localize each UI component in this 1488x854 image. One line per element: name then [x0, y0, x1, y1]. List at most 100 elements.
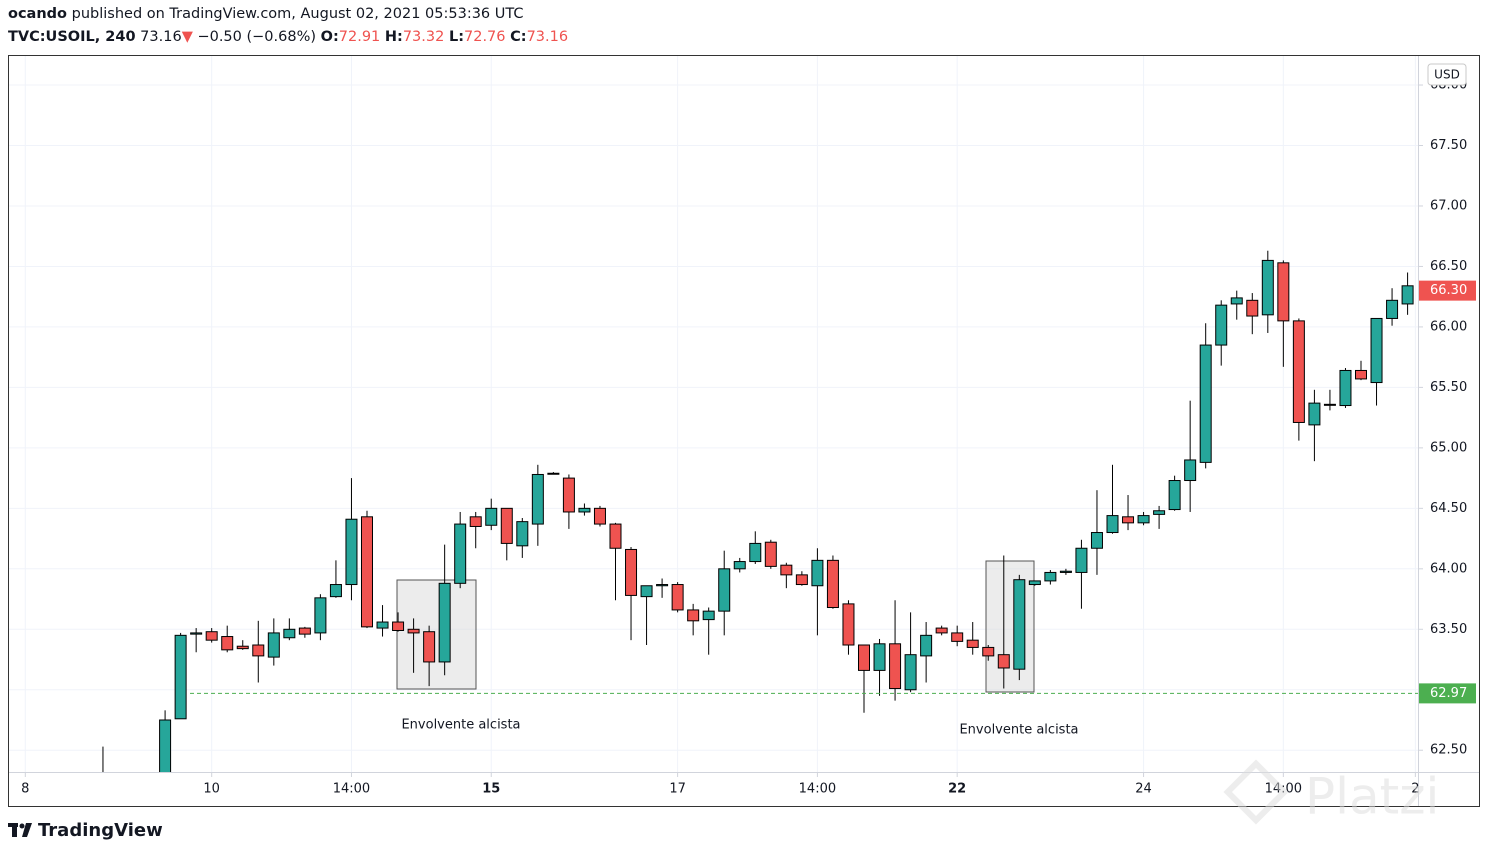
candle-body: [1323, 403, 1336, 406]
axes: 62.5063.0063.5064.0064.5065.0065.5066.00…: [21, 78, 1476, 797]
candle-body: [593, 507, 606, 525]
x-tick-label: 2: [1411, 782, 1419, 797]
candle-body: [640, 585, 653, 598]
grid: [9, 56, 1418, 772]
candle-body: [1122, 516, 1135, 524]
candle-body: [174, 634, 187, 720]
candle-body: [205, 631, 218, 641]
candle-body: [749, 542, 762, 563]
y-tick-label: 67.00: [1430, 198, 1467, 213]
candle-body: [360, 516, 373, 628]
footer-logo: TradingView: [8, 820, 163, 841]
candle-body: [97, 780, 108, 792]
candle-body: [1355, 369, 1368, 380]
candle-body: [764, 541, 777, 567]
candle-body: [221, 636, 234, 651]
candle-body: [795, 574, 808, 586]
candle-body: [1215, 304, 1228, 346]
candle-body: [904, 654, 917, 691]
candle-body: [1090, 532, 1103, 549]
candle-body: [485, 507, 498, 526]
x-tick-label: 10: [203, 782, 220, 797]
x-tick-label: 14:00: [333, 782, 370, 797]
x-tick-label: 14:00: [799, 782, 836, 797]
y-tick-label: 66.00: [1430, 319, 1467, 334]
arrow: ▼: [181, 29, 193, 45]
candle-body: [1199, 344, 1212, 463]
candle-body: [345, 518, 358, 586]
symbol: TVC:USOIL, 240: [8, 29, 136, 45]
candle-body: [236, 645, 249, 650]
watermark-text: Platzi: [1305, 768, 1439, 826]
candle-body: [718, 568, 731, 612]
candle-body: [1059, 570, 1072, 573]
candle-body: [1386, 299, 1399, 319]
candle-body: [1075, 547, 1088, 573]
candle-body: [1401, 285, 1414, 305]
annotation: Envolvente alcista: [401, 718, 520, 733]
candle-body: [500, 507, 513, 544]
candle-body: [982, 646, 995, 657]
ohlc-value: 73.32: [402, 29, 445, 45]
y-tick-label: 65.50: [1430, 380, 1467, 395]
candle-body: [889, 643, 902, 690]
x-tick-label: 8: [21, 782, 29, 797]
ohlc-value: 73.16: [526, 29, 569, 45]
candle-body: [329, 584, 342, 598]
ohlc-label: C:: [510, 29, 527, 45]
candle-body: [1230, 297, 1243, 305]
y-tick-label: 67.50: [1430, 138, 1467, 153]
candle-body: [811, 559, 824, 587]
change: −0.50 (−0.68%): [197, 29, 317, 45]
candle-body: [252, 644, 265, 657]
candle-body: [1246, 299, 1259, 317]
candle-body: [438, 582, 451, 663]
candle-body: [1013, 579, 1026, 670]
x-tick-label: 17: [669, 782, 686, 797]
logo-part: [12, 823, 17, 837]
y-tick-label: 66.50: [1430, 259, 1467, 274]
candle-body: [267, 632, 280, 658]
candle-body: [516, 521, 529, 547]
candle-body: [1370, 317, 1383, 384]
candle-body: [298, 627, 311, 635]
candle-body: [454, 523, 467, 584]
candle-body: [578, 507, 591, 513]
x-tick-label: 15: [482, 782, 500, 797]
candle-body: [1106, 515, 1119, 534]
candle-body: [376, 621, 389, 629]
annotation-box: [396, 579, 477, 690]
ohlc-value: 72.91: [338, 29, 381, 45]
candle-body: [1339, 369, 1352, 407]
candle-body: [857, 644, 870, 671]
candle-body: [733, 561, 746, 570]
watermark: Platzi: [1223, 759, 1439, 826]
ohlc-label: H:: [384, 29, 403, 45]
y-tick-label: 64.00: [1430, 561, 1467, 576]
currency-box: [1427, 63, 1467, 86]
candle-body: [935, 627, 948, 634]
candle-body: [1153, 510, 1166, 515]
candle-body: [1137, 515, 1150, 524]
candle-body: [687, 609, 700, 622]
footer-logo-text: TradingView: [38, 820, 163, 841]
x-tick-label: 22: [948, 782, 966, 797]
watermark-icon: [1223, 759, 1289, 825]
candle-body: [920, 634, 933, 657]
candle-body: [407, 628, 420, 634]
y-tick-label: 62.50: [1430, 743, 1467, 758]
candle-body: [1168, 480, 1181, 511]
annotation: Envolvente alcista: [959, 723, 1078, 738]
candle-body: [671, 584, 684, 611]
candle-body: [1044, 571, 1057, 582]
candle-body: [997, 654, 1010, 669]
candle-body: [625, 548, 638, 596]
ohlc-label: L:: [448, 29, 464, 45]
candle-body: [392, 621, 405, 631]
price-label: 66.30: [1430, 283, 1467, 298]
candle-body: [562, 477, 575, 513]
candle-body: [283, 628, 296, 639]
candle-body: [531, 473, 544, 525]
